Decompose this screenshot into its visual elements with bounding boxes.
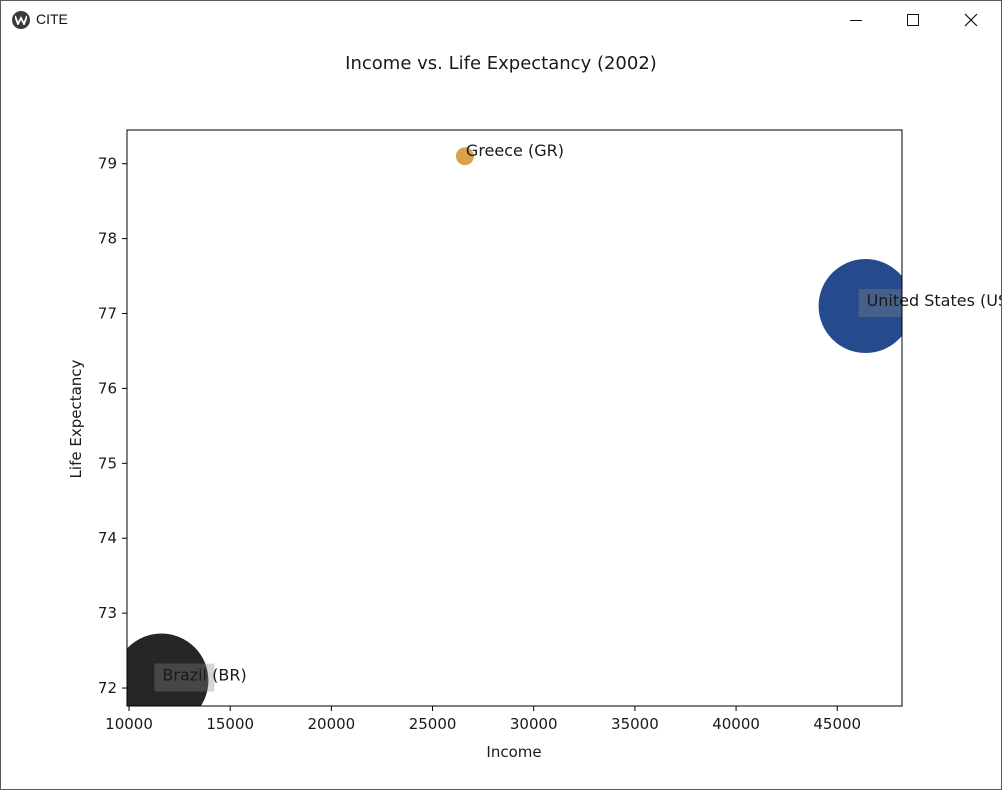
bubble-layer [127, 147, 902, 706]
x-tick-label: 45000 [813, 715, 861, 733]
chart-title: Income vs. Life Expectancy (2002) [345, 53, 657, 74]
plot-frame [126, 129, 903, 707]
y-tick-label: 72 [98, 679, 117, 697]
y-axis: 72 73 74 75 76 77 78 79 [98, 155, 127, 697]
y-axis-label: Life Expectancy [67, 359, 85, 478]
x-tick-label: 25000 [409, 715, 457, 733]
window-title: CITE [36, 11, 68, 27]
app-logo-icon [12, 11, 30, 29]
point-label-brazil: Brazil (BR) [162, 666, 246, 685]
close-icon [964, 13, 978, 27]
bubble-greece [455, 147, 474, 166]
label-highlight-united [858, 289, 902, 318]
title-bar[interactable]: CITE [1, 1, 1001, 39]
bubble-united [818, 259, 902, 354]
y-tick-label: 77 [98, 305, 117, 323]
bubble-brazil [127, 633, 209, 706]
x-tick-label: 40000 [712, 715, 760, 733]
x-tick-label: 30000 [510, 715, 558, 733]
minimize-icon [850, 20, 862, 21]
point-label-united: United States (US) [867, 291, 1001, 310]
y-tick-label: 74 [98, 529, 117, 547]
label-highlight-brazil [154, 663, 215, 692]
data-marks: Greece (GR) United States (US) Brazil (BR) [127, 141, 1001, 706]
close-button[interactable] [942, 1, 1000, 39]
y-tick-label: 79 [98, 155, 117, 173]
y-tick-label: 75 [98, 454, 117, 472]
y-tick-label: 76 [98, 379, 117, 397]
scatter-chart: Income vs. Life Expectancy (2002) Greece… [67, 53, 1001, 761]
x-tick-label: 35000 [611, 715, 659, 733]
x-axis-label: Income [486, 743, 541, 761]
minimize-button[interactable] [827, 1, 885, 39]
maximize-icon [907, 14, 919, 26]
point-label-greece: Greece (GR) [466, 141, 564, 160]
x-tick-label: 10000 [105, 715, 153, 733]
y-tick-label: 73 [98, 604, 117, 622]
x-tick-label: 15000 [206, 715, 254, 733]
x-tick-label: 20000 [308, 715, 356, 733]
y-tick-label: 78 [98, 230, 117, 248]
maximize-button[interactable] [884, 1, 942, 39]
x-axis: 10000 15000 20000 25000 30000 35000 40000 45000 [105, 706, 861, 733]
